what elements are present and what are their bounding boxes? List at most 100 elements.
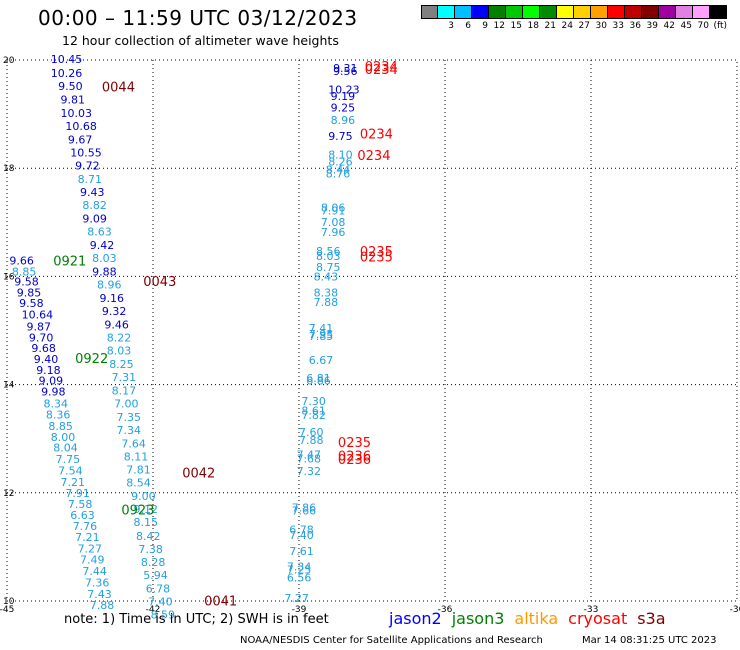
colorbar-swatch: [642, 5, 659, 19]
wave-height-value: 9.43: [80, 186, 105, 199]
observation-labels: 10.4510.269.509.8110.0310.689.6710.559.7…: [9, 53, 397, 621]
y-tick-label: 14: [3, 381, 15, 391]
wave-height-value: 6.78: [289, 523, 314, 536]
colorbar-swatch: [659, 5, 676, 19]
colorbar-label: 27: [578, 21, 590, 31]
pass-time-label: 0041: [204, 594, 237, 609]
wave-height-value: 8.36: [46, 409, 71, 422]
map-border: [6, 59, 738, 602]
pass-time-label: 0044: [102, 80, 135, 95]
wave-height-value: 8.59: [151, 608, 176, 621]
x-tick-label: -33: [584, 605, 599, 615]
wave-height-value: 8.10: [328, 148, 353, 161]
wave-height-value: 8.03: [316, 250, 341, 263]
colorbar-label: 9: [482, 21, 488, 31]
credit-line: NOAA/NESDIS Center for Satellite Applica…: [240, 635, 543, 646]
pass-time-label: 0236: [338, 453, 371, 468]
wave-height-value: 10.03: [61, 107, 93, 120]
wave-height-value: 7.40: [289, 529, 314, 542]
colorbar-label: 70: [697, 21, 709, 31]
wave-height-value: 9.42: [90, 239, 115, 252]
colorbar-label: 3: [448, 21, 454, 31]
wave-height-value: 7.27: [284, 592, 309, 605]
axis-tick-labels: -45 -42 -39 -36 -33 -30 20 18 16 14 12 10: [0, 56, 740, 615]
wave-height-value: 7.21: [75, 531, 100, 544]
lat-lon-grid: [7, 60, 737, 601]
x-tick-label: -45: [0, 605, 14, 615]
wave-height-value: 9.88: [92, 265, 117, 278]
colorbar-swatch: [693, 5, 710, 19]
wave-height-value: 7.61: [289, 545, 314, 558]
wave-height-value: 9.16: [99, 292, 124, 305]
wave-height-value: 9.46: [104, 318, 129, 331]
wave-height-value: 8.22: [107, 331, 131, 344]
colorbar-swatch: [455, 5, 472, 19]
colorbar-swatch: [625, 5, 642, 19]
wave-height-value: 8.03: [92, 252, 117, 265]
colorbar-label: 45: [680, 21, 692, 31]
wave-height-value: 7.91: [65, 487, 90, 500]
wave-height-value: 8.03: [107, 344, 131, 357]
wave-height-value: 7.91: [321, 205, 346, 218]
wave-height-value: 8.54: [126, 476, 151, 489]
colorbar-swatch: [489, 5, 506, 19]
wave-height-value: 8.15: [134, 516, 159, 529]
wave-height-value: 8.42: [136, 530, 161, 543]
wave-height-value: 8.25: [109, 358, 134, 371]
pass-time-label: 0923: [121, 503, 154, 518]
wave-height-value: 7.88: [90, 599, 115, 612]
wave-height-value: 9.19: [331, 90, 356, 103]
wave-height-value: 7.95: [309, 328, 334, 341]
satellite-legend: jason2 jason3 altika cryosat s3a: [389, 609, 676, 628]
pass-time-label: 0042: [182, 467, 215, 482]
wave-height-value: 6.56: [287, 572, 312, 585]
wave-height-value: 8.17: [112, 384, 137, 397]
colorbar-swatch: [472, 5, 489, 19]
colorbar-label: 33: [612, 21, 624, 31]
wave-height-value: 8.96: [331, 114, 356, 127]
colorbar-swatch: [608, 5, 625, 19]
wave-height-value: 7.58: [68, 498, 93, 511]
wave-height-value: 7.85: [309, 330, 334, 343]
colorbar-swatch: [557, 5, 574, 19]
legend-item-jason3: jason3: [451, 609, 505, 628]
legend-item-cryosat: cryosat: [568, 609, 628, 628]
wave-height-value: 7.41: [309, 322, 334, 335]
wave-height-value: 7.44: [82, 565, 107, 578]
wave-height-value: 7.08: [321, 216, 346, 229]
y-tick-label: 20: [3, 56, 15, 66]
wave-height-value: 7.54: [58, 464, 83, 477]
wave-height-value: 7.82: [301, 409, 326, 422]
wave-height-value: 9.56: [333, 65, 358, 78]
wave-height-value: 9.85: [17, 286, 42, 299]
colorbar-swatch: [676, 5, 693, 19]
wave-height-value: 7.49: [80, 554, 105, 567]
colorbar-label: 39: [646, 21, 658, 31]
wave-height-value: 7.21: [61, 476, 86, 489]
wave-height-value: 8.04: [53, 442, 78, 455]
pass-time-label: 0235: [360, 245, 393, 260]
wave-height-value: 9.67: [68, 133, 93, 146]
wave-height-value: 8.96: [97, 278, 122, 291]
wave-height-value: 7.68: [297, 453, 322, 466]
wave-height-value: 9.09: [82, 212, 107, 225]
wave-height-value: 8.38: [314, 286, 339, 299]
wave-height-value: 7.96: [321, 226, 346, 239]
wave-height-value: 7.88: [314, 296, 339, 309]
pass-time-label: 0236: [338, 449, 371, 464]
wave-height-value: 7.34: [117, 424, 142, 437]
y-tick-label: 10: [3, 597, 15, 607]
wave-height-value: 7.43: [87, 588, 112, 601]
generation-timestamp: Mar 14 08:31:25 UTC 2023: [582, 635, 717, 646]
pass-time-label: 0922: [75, 352, 108, 367]
wave-height-value: 7.76: [73, 520, 98, 533]
wave-height-value: 6.81: [306, 372, 331, 385]
wave-height-value: 9.70: [29, 331, 54, 344]
wave-height-value: 8.82: [82, 199, 107, 212]
legend-item-s3a: s3a: [637, 609, 666, 628]
colorbar-label: 36: [629, 21, 641, 31]
colorbar-label: 24: [561, 21, 573, 31]
wave-height-value: 8.44: [326, 164, 351, 177]
wave-height-value: 7.30: [301, 395, 326, 408]
x-tick-label: -36: [438, 605, 453, 615]
